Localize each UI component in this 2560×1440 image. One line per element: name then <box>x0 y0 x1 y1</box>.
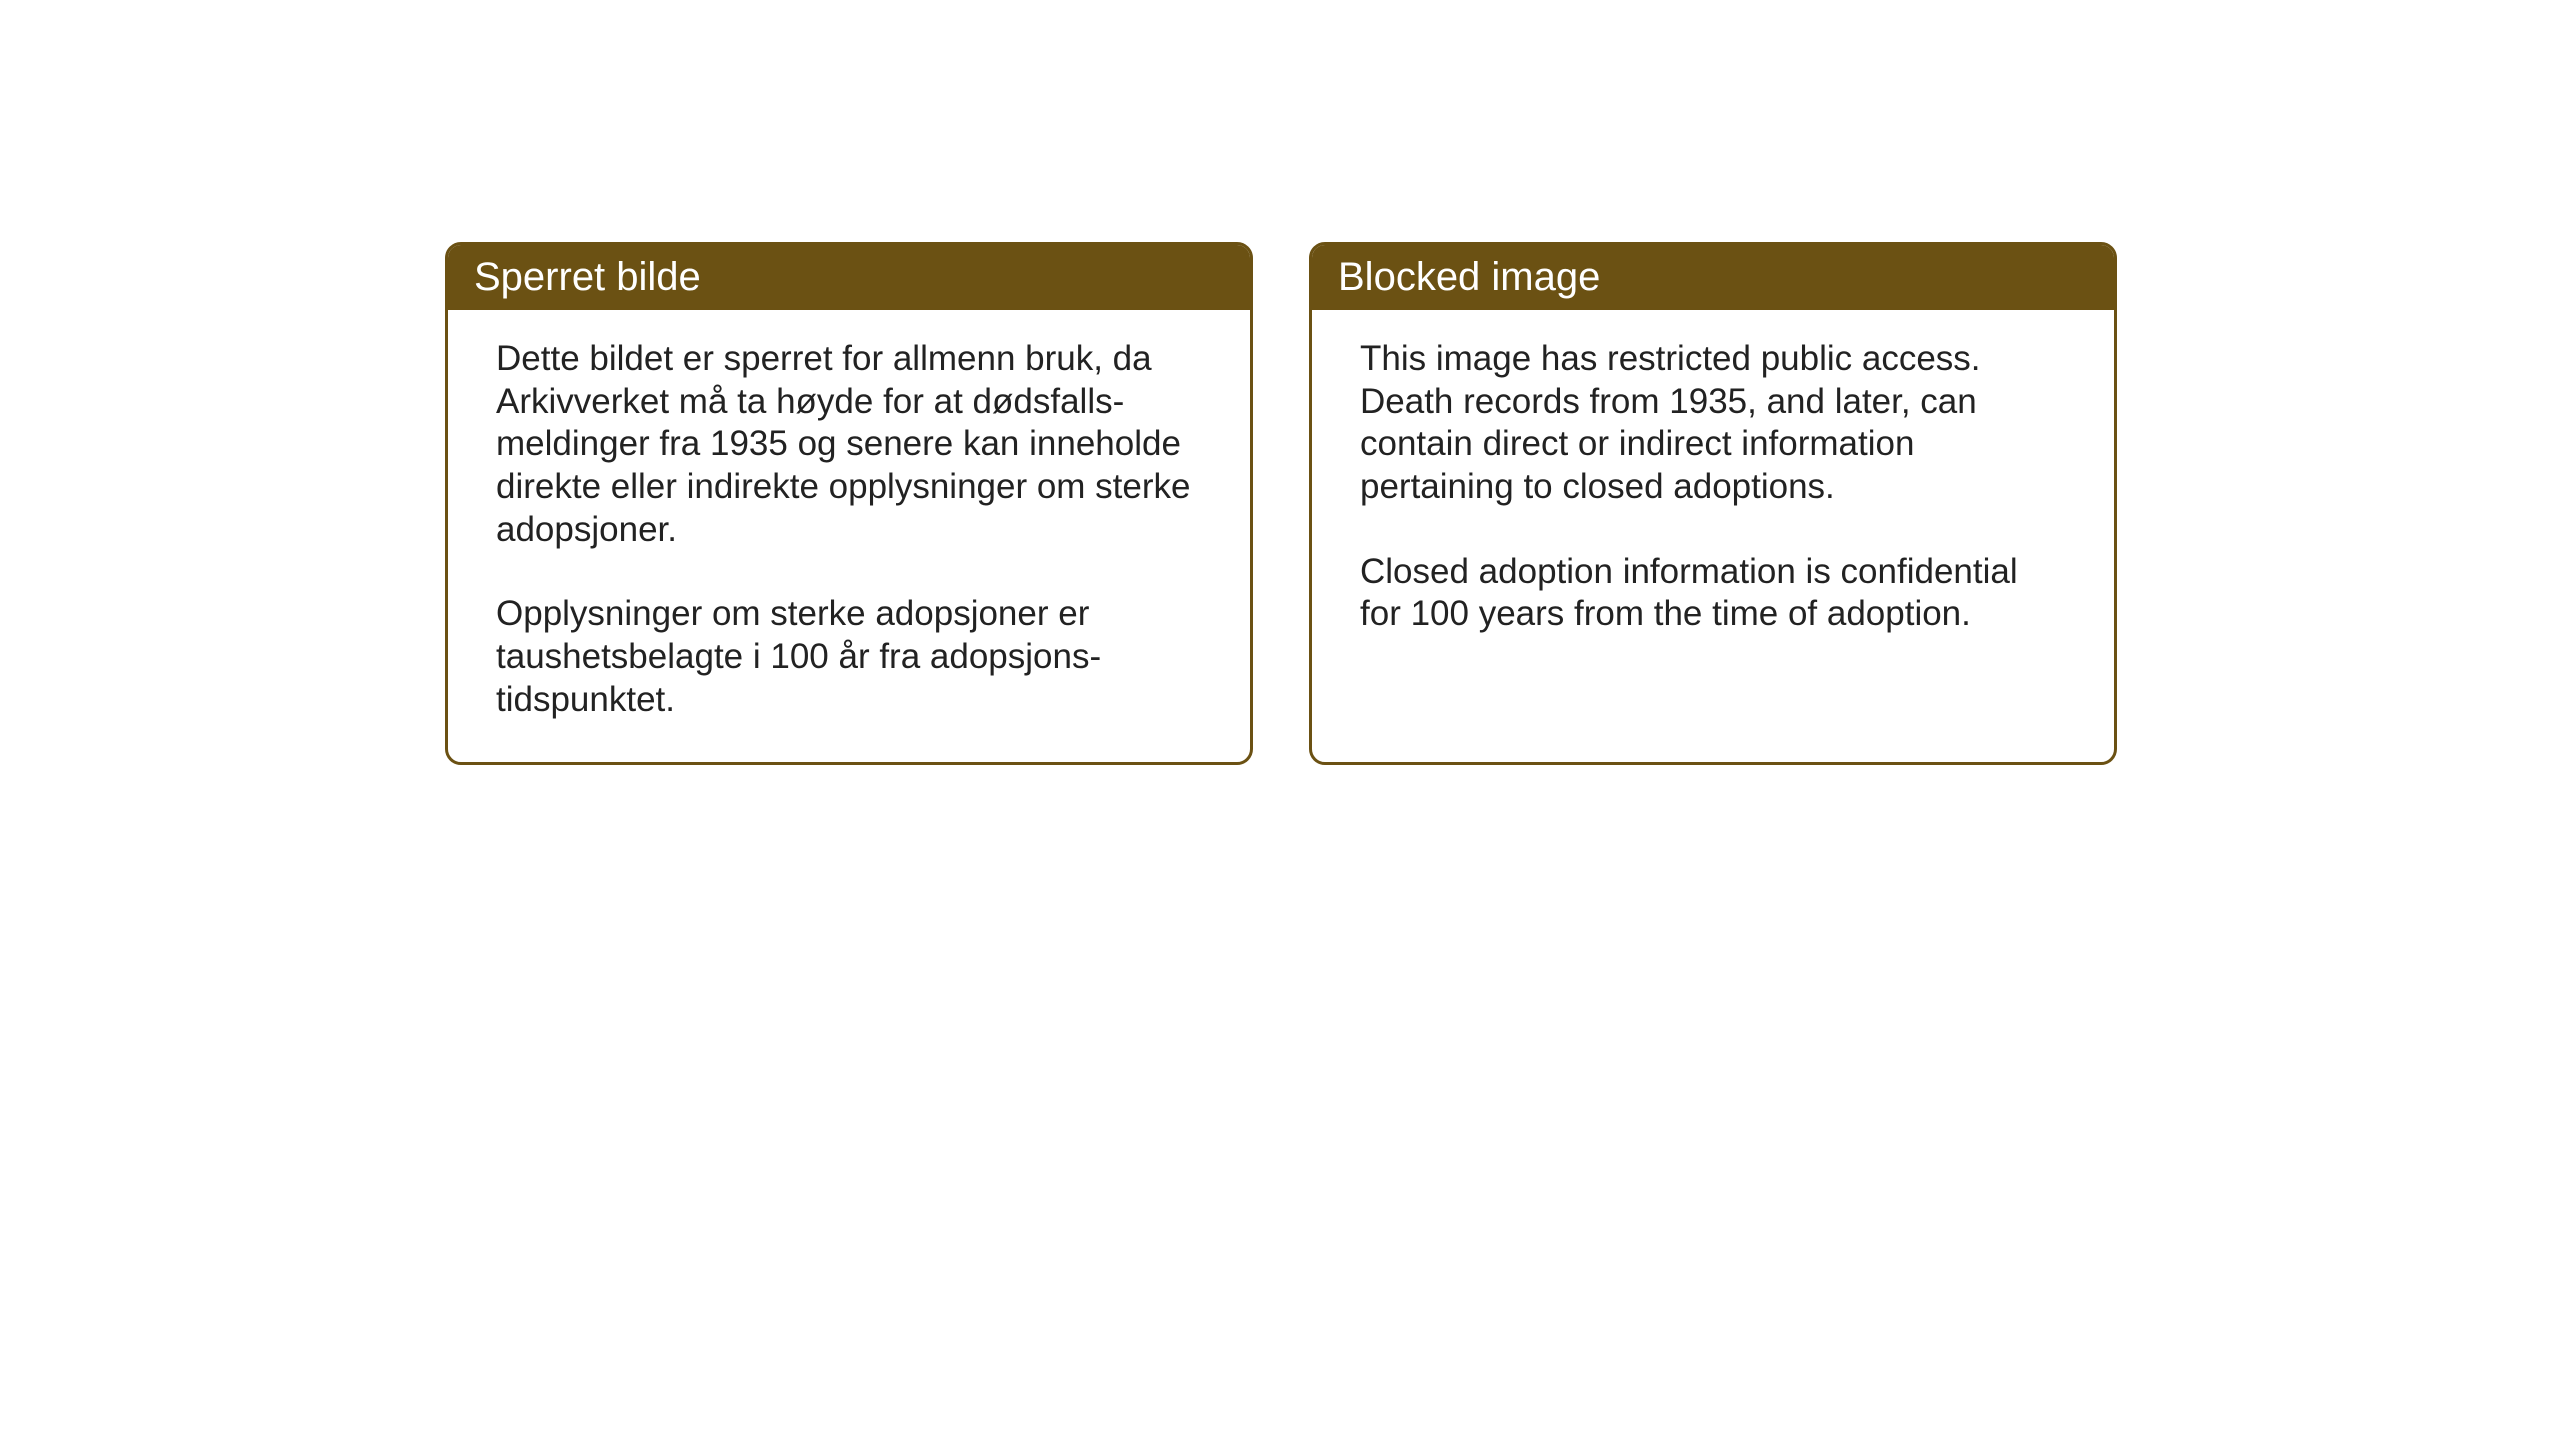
english-paragraph-2: Closed adoption information is confident… <box>1360 551 2066 636</box>
norwegian-notice-card: Sperret bilde Dette bildet er sperret fo… <box>445 242 1253 765</box>
english-card-title: Blocked image <box>1338 255 1600 299</box>
english-paragraph-1: This image has restricted public access.… <box>1360 338 2066 509</box>
norwegian-card-header: Sperret bilde <box>448 245 1250 310</box>
english-card-body: This image has restricted public access.… <box>1312 310 2114 708</box>
english-notice-card: Blocked image This image has restricted … <box>1309 242 2117 765</box>
english-card-header: Blocked image <box>1312 245 2114 310</box>
notice-container: Sperret bilde Dette bildet er sperret fo… <box>445 242 2117 765</box>
norwegian-paragraph-2: Opplysninger om sterke adopsjoner er tau… <box>496 593 1202 721</box>
norwegian-paragraph-1: Dette bildet er sperret for allmenn bruk… <box>496 338 1202 551</box>
norwegian-card-title: Sperret bilde <box>474 255 701 299</box>
norwegian-card-body: Dette bildet er sperret for allmenn bruk… <box>448 310 1250 762</box>
